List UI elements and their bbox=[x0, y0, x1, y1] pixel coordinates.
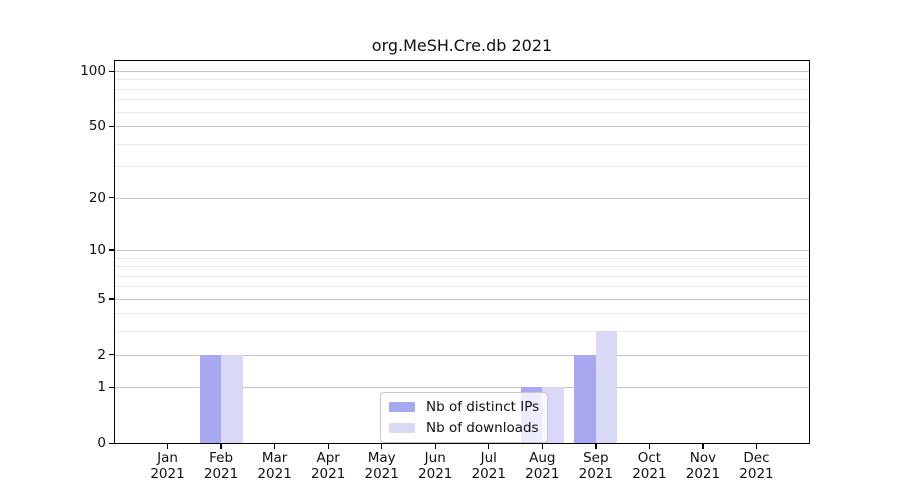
bar-nb-of-distinct-ips-feb bbox=[199, 354, 222, 444]
y-tick-label-50: 50 bbox=[88, 118, 106, 135]
y-tick-label-5: 5 bbox=[97, 290, 106, 307]
x-tick-jul bbox=[488, 444, 490, 449]
bar-nb-of-downloads-feb bbox=[221, 354, 243, 444]
x-tick-label-jan: Jan 2021 bbox=[150, 450, 185, 482]
x-tick-oct bbox=[648, 444, 651, 449]
major-gridline-1 bbox=[115, 387, 809, 389]
minor-gridline-60 bbox=[115, 111, 809, 113]
legend-swatch-downloads bbox=[389, 423, 415, 433]
minor-gridline-40 bbox=[115, 143, 809, 145]
x-tick-label-jun: Jun 2021 bbox=[418, 450, 453, 482]
major-gridline-2 bbox=[115, 354, 809, 356]
minor-gridline-9 bbox=[115, 257, 809, 259]
y-tick-20 bbox=[109, 197, 114, 199]
y-tick-label-0: 0 bbox=[97, 435, 106, 452]
bar-nb-of-downloads-sep bbox=[595, 331, 618, 444]
x-tick-jan bbox=[166, 444, 169, 449]
minor-gridline-4 bbox=[115, 313, 809, 315]
minor-gridline-3 bbox=[115, 331, 809, 333]
legend-label-downloads: Nb of downloads bbox=[426, 420, 539, 436]
legend-swatch-distinct-ips bbox=[389, 402, 415, 412]
major-gridline-10 bbox=[115, 249, 809, 251]
y-tick-label-20: 20 bbox=[88, 189, 106, 206]
minor-gridline-80 bbox=[115, 88, 809, 90]
y-tick-2 bbox=[109, 354, 114, 356]
x-tick-mar bbox=[274, 444, 276, 449]
x-tick-label-may: May 2021 bbox=[364, 450, 399, 482]
x-tick-may bbox=[381, 444, 383, 449]
x-tick-feb bbox=[220, 444, 222, 449]
x-tick-label-aug: Aug 2021 bbox=[525, 450, 560, 482]
y-tick-10 bbox=[109, 249, 114, 251]
legend: Nb of distinct IPs Nb of downloads bbox=[380, 392, 549, 443]
x-tick-apr bbox=[327, 444, 329, 449]
minor-gridline-90 bbox=[115, 79, 809, 81]
y-tick-50 bbox=[109, 125, 114, 127]
y-tick-5 bbox=[109, 298, 114, 300]
x-tick-label-feb: Feb 2021 bbox=[203, 450, 239, 482]
x-tick-label-apr: Apr 2021 bbox=[310, 450, 346, 482]
major-gridline-100 bbox=[115, 71, 809, 72]
x-tick-label-oct: Oct 2021 bbox=[632, 450, 667, 482]
x-tick-label-mar: Mar 2021 bbox=[257, 450, 292, 482]
x-tick-dec bbox=[755, 444, 758, 449]
y-tick-label-100: 100 bbox=[80, 63, 106, 79]
x-tick-sep bbox=[595, 444, 597, 449]
minor-gridline-7 bbox=[115, 275, 809, 277]
minor-gridline-30 bbox=[115, 166, 809, 168]
y-tick-1 bbox=[109, 386, 114, 389]
minor-gridline-6 bbox=[115, 286, 809, 288]
chart-title: org.MeSH.Cre.db 2021 bbox=[371, 36, 553, 55]
y-tick-label-1: 1 bbox=[97, 379, 106, 396]
y-tick-label-10: 10 bbox=[88, 241, 106, 258]
x-tick-nov bbox=[702, 444, 704, 449]
major-gridline-50 bbox=[115, 126, 809, 128]
legend-label-distinct-ips: Nb of distinct IPs bbox=[426, 399, 540, 415]
minor-gridline-8 bbox=[115, 266, 809, 268]
x-tick-label-sep: Sep 2021 bbox=[578, 450, 614, 482]
y-tick-100 bbox=[109, 70, 114, 72]
legend-item-downloads: Nb of downloads bbox=[389, 420, 539, 436]
bar-nb-of-distinct-ips-sep bbox=[574, 354, 596, 444]
major-gridline-5 bbox=[115, 298, 809, 300]
legend-item-distinct-ips: Nb of distinct IPs bbox=[389, 399, 539, 415]
x-tick-jun bbox=[434, 444, 436, 449]
x-tick-label-nov: Nov 2021 bbox=[685, 450, 721, 482]
y-tick-0 bbox=[109, 442, 114, 445]
x-tick-aug bbox=[541, 444, 543, 449]
x-tick-label-dec: Dec 2021 bbox=[739, 450, 774, 482]
major-gridline-20 bbox=[115, 197, 809, 199]
minor-gridline-70 bbox=[115, 99, 809, 101]
y-tick-label-2: 2 bbox=[97, 346, 106, 363]
x-tick-label-jul: Jul 2021 bbox=[471, 450, 506, 482]
